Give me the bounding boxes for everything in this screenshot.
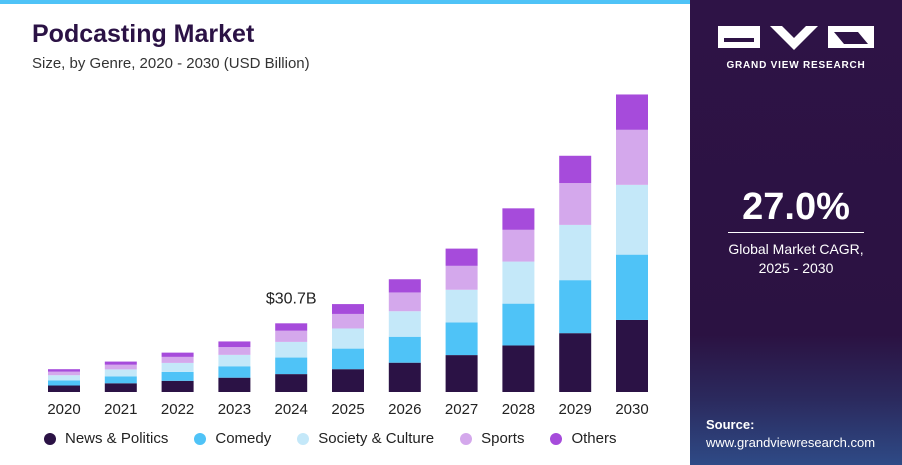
info-sidebar: GRAND VIEW RESEARCH 27.0% Global Market …	[690, 0, 902, 465]
source-title: Source:	[706, 417, 755, 432]
x-tick-label-2020: 2020	[47, 401, 80, 418]
bar-2020-comedy	[48, 380, 80, 386]
chart-subtitle: Size, by Genre, 2020 - 2030 (USD Billion…	[32, 55, 310, 72]
bar-2021-comedy	[104, 376, 137, 384]
x-tick-label-2021: 2021	[104, 401, 137, 418]
legend-swatch-comedy	[194, 432, 207, 445]
legend-swatch-society-culture	[297, 432, 310, 445]
bar-2029-comedy	[559, 280, 592, 334]
bar-2028-news-politics	[502, 345, 535, 392]
stacked-bar-chart: 2020 2021 2022 2023 2024 2025 2026 2027 2028 2029…	[47, 94, 649, 418]
bar-2021-others	[104, 361, 137, 365]
bar-2022-comedy	[161, 371, 194, 381]
bar-2030-others	[616, 94, 648, 130]
bar-2021-news-politics	[104, 383, 137, 392]
grand-view-research-logo	[718, 26, 874, 50]
data-label-2024: $30.7B	[266, 290, 317, 307]
bar-2023-sports	[218, 347, 251, 355]
bar-2020-others	[48, 369, 80, 372]
bar-2027-others	[445, 248, 478, 266]
cagr-divider	[728, 232, 864, 233]
bar-2029-society-culture	[559, 224, 592, 281]
bar-2029-sports	[559, 183, 592, 225]
bar-2024-comedy	[275, 357, 308, 375]
bar-2025-comedy	[332, 348, 364, 370]
bar-2027-society-culture	[445, 289, 478, 323]
bar-2023-news-politics	[218, 377, 251, 392]
legend-item-others: Others	[550, 430, 616, 447]
accent-bar	[0, 0, 690, 4]
bar-2028-society-culture	[502, 261, 535, 304]
bar-2028-comedy	[502, 303, 535, 346]
x-tick-label-2028: 2028	[502, 401, 535, 418]
x-tick-label-2023: 2023	[218, 401, 251, 418]
bar-2026-others	[388, 279, 421, 293]
bar-2028-others	[502, 208, 535, 230]
legend-label-news-politics: News & Politics	[65, 430, 169, 447]
x-tick-label-2025: 2025	[331, 401, 364, 418]
cagr-label-line1: Global Market CAGR,	[728, 241, 864, 257]
bar-2024-news-politics	[275, 374, 308, 392]
legend-item-comedy: Comedy	[194, 430, 271, 447]
bar-2025-society-culture	[332, 328, 364, 349]
bar-2025-others	[332, 304, 364, 314]
bar-2030-comedy	[616, 254, 648, 320]
bar-2020-sports	[48, 371, 80, 376]
bar-2030-society-culture	[616, 184, 648, 255]
legend-label-sports: Sports	[481, 430, 525, 447]
bar-2026-sports	[388, 292, 421, 312]
brand-name: GRAND VIEW RESEARCH	[726, 60, 866, 71]
bar-2029-news-politics	[559, 333, 592, 392]
x-tick-label-2022: 2022	[161, 401, 194, 418]
bar-2026-news-politics	[388, 362, 421, 392]
cagr-label: Global Market CAGR, 2025 - 2030	[690, 240, 902, 278]
legend-swatch-others	[550, 432, 563, 445]
chart-legend: News & Politics Comedy Society & Culture Sp…	[44, 430, 616, 447]
bar-2030-sports	[616, 129, 648, 185]
bar-2029-others	[559, 155, 592, 184]
chart-title: Podcasting Market	[32, 20, 255, 48]
bar-2022-society-culture	[161, 362, 194, 372]
bar-2026-society-culture	[388, 311, 421, 337]
bar-2030-news-politics	[616, 319, 648, 392]
x-tick-label-2026: 2026	[388, 401, 421, 418]
bar-2027-sports	[445, 265, 478, 290]
bar-2024-sports	[275, 330, 308, 342]
x-tick-label-2029: 2029	[559, 401, 592, 418]
bar-2024-society-culture	[275, 341, 308, 358]
bar-2025-news-politics	[332, 369, 364, 392]
chart-panel: Podcasting Market Size, by Genre, 2020 -…	[0, 0, 690, 447]
bar-2020-society-culture	[48, 375, 80, 381]
bar-2022-others	[161, 352, 194, 357]
bar-2027-comedy	[445, 322, 478, 356]
bar-2023-society-culture	[218, 354, 251, 367]
bar-2027-news-politics	[445, 355, 478, 392]
bar-2022-sports	[161, 356, 194, 363]
legend-label-comedy: Comedy	[215, 430, 272, 447]
x-tick-label-2024: 2024	[275, 401, 308, 418]
bar-2020-news-politics	[48, 385, 80, 392]
bar-2021-society-culture	[104, 369, 137, 377]
bar-2025-sports	[332, 313, 364, 329]
x-tick-label-2027: 2027	[445, 401, 478, 418]
bar-2022-news-politics	[161, 380, 194, 392]
cagr-value: 27.0%	[742, 186, 850, 228]
legend-item-society-culture: Society & Culture	[297, 430, 434, 447]
legend-swatch-sports	[460, 432, 473, 445]
x-tick-label-2030: 2030	[615, 401, 648, 418]
source-link[interactable]: www.grandviewresearch.com	[706, 435, 876, 450]
bar-2021-sports	[104, 364, 137, 370]
legend-item-news-politics: News & Politics	[44, 430, 168, 447]
bar-2026-comedy	[388, 336, 421, 363]
cagr-label-line2: 2025 - 2030	[758, 260, 834, 276]
bar-2023-comedy	[218, 366, 251, 378]
legend-label-others: Others	[571, 430, 617, 447]
legend-item-sports: Sports	[460, 430, 524, 447]
bar-2028-sports	[502, 229, 535, 262]
legend-label-society-culture: Society & Culture	[318, 430, 435, 447]
bar-2024-others	[275, 323, 308, 331]
bar-2023-others	[218, 341, 251, 348]
legend-swatch-news-politics	[44, 432, 56, 445]
